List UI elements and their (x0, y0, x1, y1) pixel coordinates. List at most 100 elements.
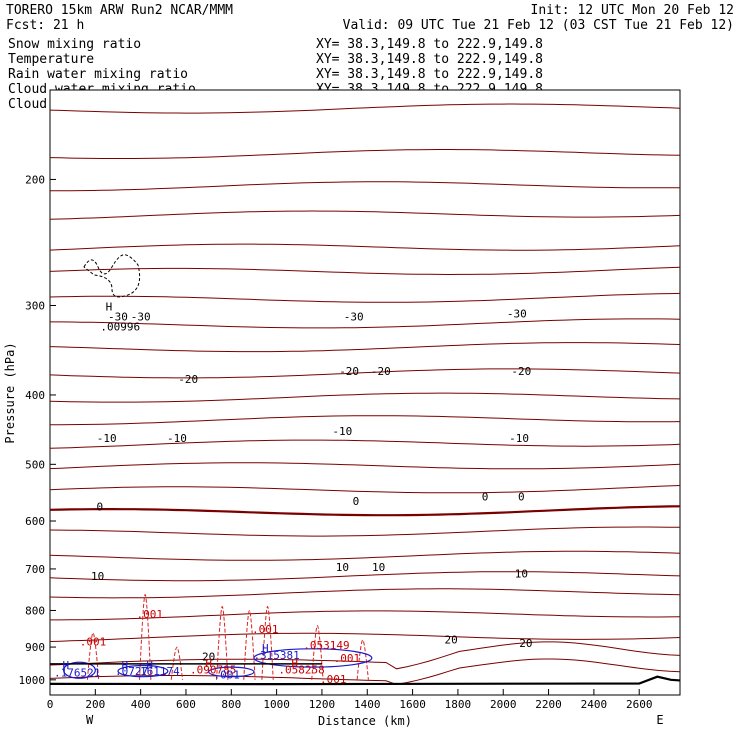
cloud-water-contour (253, 648, 373, 668)
rain-contour (311, 625, 324, 680)
rain-label: .053149 (303, 639, 349, 652)
isotherm-line (49, 462, 681, 470)
isotherm-label: 0 (518, 491, 525, 504)
x-axis: 0 200 400 600 800 1000 1200 1400 1600 1800 2000 220… (47, 689, 652, 711)
isotherm-label: -20 (339, 365, 359, 378)
isotherm-label: -20 (371, 365, 391, 378)
x-tick-label: 600 (176, 698, 196, 711)
cloud-water-label: H (262, 642, 269, 655)
isotherm-label: -10 (97, 432, 117, 445)
isotherm-line (49, 243, 681, 251)
field-xy: XY= 38.3,149.8 to 222.9,149.8 (316, 37, 543, 52)
isotherm-line (49, 571, 681, 582)
x-tick-label: 200 (85, 698, 105, 711)
y-tick-label: 900 (25, 641, 45, 654)
isotherm-line (49, 368, 681, 379)
isotherm-line (49, 292, 681, 303)
isotherm-line (49, 485, 681, 494)
isotherm-label: 0 (97, 500, 104, 513)
isotherm-label: 10 (515, 568, 528, 581)
field-name: Snow mixing ratio (8, 37, 141, 52)
init-time: Init: 12 UTC Mon 20 Feb 12 (531, 3, 735, 18)
x-tick-label: 2200 (535, 698, 562, 711)
rain-contour (261, 606, 274, 680)
isotherm-line (49, 526, 681, 537)
isotherm-label: 10 (91, 570, 104, 583)
forecast-hour: Fcst: 21 h (6, 18, 84, 33)
field-xy: XY= 38.3,149.8 to 222.9,149.8 (316, 52, 543, 67)
isotherm-line (49, 632, 681, 642)
cloud-water-label: H (121, 659, 128, 672)
isotherm-line (50, 610, 681, 621)
ice-contour (83, 254, 141, 298)
contour-labels: -30 -30 -30 -30-20-20 -20 -20-10 -10-10-100 0 0 0… (54, 301, 533, 686)
y-tick-label: 300 (25, 300, 45, 313)
isotherm-label: 20 (519, 637, 532, 650)
cloud-water-label: H (146, 659, 153, 672)
rain-label: H (291, 657, 298, 670)
west-label: W (86, 713, 94, 727)
rain-label: H (205, 657, 212, 670)
x-tick-label: 0 (47, 698, 54, 711)
isotherm-line (49, 588, 681, 599)
isotherm-line (49, 149, 681, 159)
isotherm-line (49, 342, 681, 353)
isotherm-label: -30 (131, 311, 151, 324)
x-tick-label: 400 (131, 698, 151, 711)
isotherm-line (50, 318, 681, 329)
rain-label: .001 (320, 673, 347, 686)
x-tick-label: 1000 (263, 698, 290, 711)
rain-label: .001 (334, 652, 361, 665)
isotherm-label: -30 (108, 311, 128, 324)
rain-contour (216, 606, 229, 680)
isotherm-line (49, 505, 681, 517)
isotherm-label: 20 (444, 634, 457, 647)
y-tick-label: 200 (25, 173, 45, 186)
plot-area: -30 -30 -30 -30-20-20 -20 -20-10 -10-10-100 0 0 0… (19, 89, 681, 711)
x-tick-label: 1400 (354, 698, 381, 711)
isotherm-line (49, 266, 681, 276)
isotherm-label: -20 (511, 365, 531, 378)
cloud-water-contour (62, 661, 96, 679)
field-name: Temperature (8, 52, 94, 67)
isotherm-label: 0 (482, 491, 489, 504)
y-tick-label: 500 (25, 458, 45, 471)
y-tick-label: 1000 (19, 674, 46, 687)
isotherm-label: -30 (344, 311, 364, 324)
isotherm-line (50, 415, 681, 426)
cloud-water-label: .0727 (115, 665, 148, 678)
cloud-water-label: .315381 (253, 649, 299, 662)
isotherm-label: 10 (372, 561, 385, 574)
isotherm-line (49, 439, 681, 449)
y-tick-label: 600 (25, 515, 45, 528)
isotherm-line (49, 392, 681, 403)
field-name: Rain water mixing ratio (8, 67, 188, 82)
cloud-water-contour (208, 666, 255, 678)
cloud-water-label: H (63, 659, 70, 672)
terrain-surface (49, 675, 681, 686)
isotherm-lines (49, 103, 681, 686)
x-tick-label: 1800 (445, 698, 472, 711)
cloud-water-contour (117, 664, 169, 678)
model-title: TORERO 15km ARW Run2 NCAR/MMM (6, 3, 233, 18)
isotherm-label: -10 (167, 432, 187, 445)
isotherm-line (49, 550, 681, 561)
rain-label: .058258 (278, 664, 324, 677)
y-tick-label: 400 (25, 389, 45, 402)
valid-time: Valid: 09 UTC Tue 21 Feb 12 (03 CST Tue … (343, 18, 734, 33)
rain-contour (243, 609, 256, 680)
isotherm-label: 20 (202, 651, 215, 664)
ice-label: H (106, 301, 113, 314)
isotherm-line (49, 210, 681, 220)
rain-label: .001 (80, 635, 107, 648)
cloud-water-label: .176521 (54, 667, 100, 680)
isotherm-label: -10 (332, 425, 352, 438)
cloud-water-contours (50, 648, 373, 679)
y-axis-label: Pressure (hPa) (3, 342, 17, 443)
x-tick-label: 800 (221, 698, 241, 711)
x-axis-label: Distance (km) (318, 714, 412, 728)
x-tick-label: 1600 (399, 698, 426, 711)
y-tick-label: 800 (25, 604, 45, 617)
cloud-water-label: .161174 (133, 665, 180, 678)
